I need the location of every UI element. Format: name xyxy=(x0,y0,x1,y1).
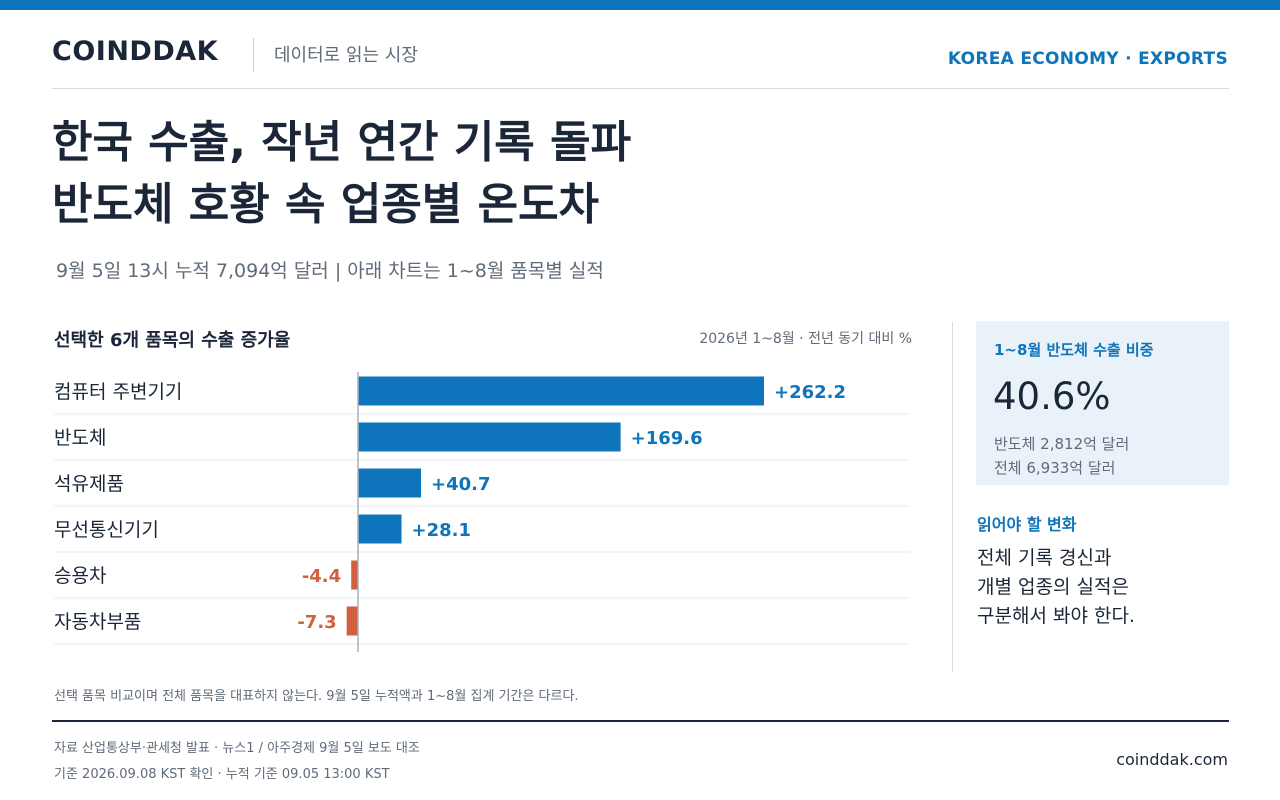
section-tag[interactable]: KOREA ECONOMY · EXPORTS xyxy=(947,49,1228,69)
stat-value: 40.6% xyxy=(993,375,1111,418)
change-text: 전체 기록 경신과 개별 업종의 실적은 구분해서 봐야 한다. xyxy=(977,544,1135,631)
category-label: 자동차부품 xyxy=(54,611,141,633)
bar xyxy=(358,468,422,498)
bar xyxy=(358,422,621,452)
change-line-3: 구분해서 봐야 한다. xyxy=(977,605,1135,627)
subheadline: 9월 5일 13시 누적 7,094억 달러 | 아래 차트는 1~8월 품목별… xyxy=(56,260,604,282)
stat-label: 1~8월 반도체 수출 비중 xyxy=(994,341,1154,359)
headline: 한국 수출, 작년 연간 기록 돌파 반도체 호황 속 업종별 온도차 xyxy=(52,112,952,236)
footer-rule xyxy=(52,720,1229,722)
bar xyxy=(358,376,764,406)
data-label: +40.7 xyxy=(431,474,491,495)
source-line: 자료 산업통상부·관세청 발표 · 뉴스1 / 아주경제 9월 5일 보도 대조 xyxy=(54,741,420,756)
bar xyxy=(351,560,358,590)
export-growth-bar-chart: 컴퓨터 주변기기 +262.2 반도체 +169.6 석유제품 +40.7 무선통신기기 +2… xyxy=(54,372,910,652)
bar xyxy=(346,606,358,636)
headline-line-1: 한국 수출, 작년 연간 기록 돌파 xyxy=(52,117,632,168)
panel-divider xyxy=(952,322,953,672)
bar xyxy=(358,514,402,544)
brand-tagline: 데이터로 읽는 시장 xyxy=(274,45,418,66)
chart-footnote: 선택 품목 비교이며 전체 품목을 대표하지 않는다. 9월 5일 누적액과 1… xyxy=(54,689,579,704)
category-label: 컴퓨터 주변기기 xyxy=(54,381,182,403)
change-line-2: 개별 업종의 실적은 xyxy=(977,576,1129,598)
data-label: +28.1 xyxy=(412,520,472,541)
stat-detail-total: 전체 6,933억 달러 xyxy=(994,459,1116,477)
data-label: +169.6 xyxy=(631,428,703,449)
site-link[interactable]: coinddak.com xyxy=(1116,750,1228,769)
headline-line-2: 반도체 호황 속 업종별 온도차 xyxy=(52,179,600,230)
data-label: -4.4 xyxy=(302,566,341,587)
chart-title: 선택한 6개 품목의 수출 증가율 xyxy=(54,330,291,351)
data-label: -7.3 xyxy=(297,612,336,633)
brand-logo[interactable]: COINDDAK xyxy=(52,36,219,67)
data-label: +262.2 xyxy=(774,382,846,403)
semiconductor-share-card: 1~8월 반도체 수출 비중 40.6% 반도체 2,812억 달러 전체 6,… xyxy=(976,321,1229,485)
category-label: 반도체 xyxy=(54,427,106,449)
change-line-1: 전체 기록 경신과 xyxy=(977,547,1112,569)
category-label: 승용차 xyxy=(54,565,106,587)
change-label: 읽어야 할 변화 xyxy=(977,515,1077,534)
header-rule xyxy=(52,88,1229,89)
category-label: 무선통신기기 xyxy=(54,519,159,541)
stat-detail-semiconductor: 반도체 2,812억 달러 xyxy=(994,435,1130,453)
basis-line: 기준 2026.09.08 KST 확인 · 누적 기준 09.05 13:00… xyxy=(54,767,390,782)
top-accent-bar xyxy=(0,0,1280,10)
brand-divider xyxy=(253,38,254,72)
chart-unit-note: 2026년 1~8월 · 전년 동기 대비 % xyxy=(699,331,912,347)
category-label: 석유제품 xyxy=(54,473,124,495)
